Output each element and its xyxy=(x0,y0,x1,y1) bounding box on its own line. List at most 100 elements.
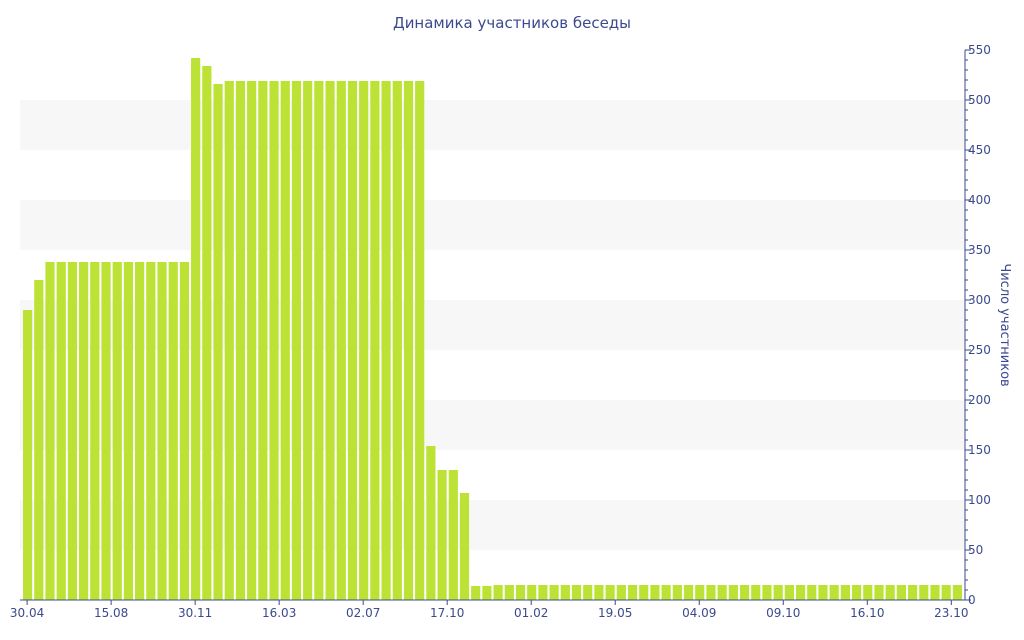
bar xyxy=(706,585,716,600)
x-axis: 30.04 15.08 30.11 16.03 02.07 17.10 01.02 19.05… xyxy=(10,599,968,620)
y-tick-label: 50 xyxy=(968,543,983,557)
y-tick-label: 550 xyxy=(968,43,991,57)
bar xyxy=(919,585,929,600)
y-tick-label: 450 xyxy=(968,143,991,157)
bar xyxy=(493,585,503,600)
chart-title: Динамика участников беседы xyxy=(393,14,631,32)
x-tick-label: 04.09 xyxy=(682,606,716,620)
bar xyxy=(672,585,682,600)
bar xyxy=(594,585,604,600)
bar xyxy=(90,262,100,600)
x-tick-label: 16.03 xyxy=(262,606,296,620)
bar xyxy=(392,81,402,600)
bar xyxy=(482,586,492,600)
bar xyxy=(908,585,918,600)
x-tick-label: 30.11 xyxy=(178,606,212,620)
bar xyxy=(213,84,223,600)
bar xyxy=(650,585,660,600)
bar xyxy=(471,586,481,600)
bar xyxy=(370,81,380,600)
bar xyxy=(79,262,89,600)
bar xyxy=(258,81,268,600)
bar xyxy=(67,262,78,600)
y-tick-label: 200 xyxy=(968,393,991,407)
bar xyxy=(157,262,167,600)
bar xyxy=(168,262,178,600)
bar xyxy=(448,470,458,600)
y-tick-label: 350 xyxy=(968,243,991,257)
x-tick-label: 15.08 xyxy=(94,606,128,620)
bar xyxy=(146,262,156,600)
x-tick-label: 09.10 xyxy=(766,606,800,620)
bar xyxy=(347,81,358,600)
bar xyxy=(303,81,313,600)
bar xyxy=(605,585,615,600)
bar xyxy=(863,585,873,600)
bar xyxy=(504,585,514,600)
bar xyxy=(437,470,447,600)
bar xyxy=(527,585,537,600)
x-tick-label: 30.04 xyxy=(10,606,44,620)
bar xyxy=(560,585,570,600)
x-tick-label: 19.05 xyxy=(598,606,632,620)
bar xyxy=(123,262,134,600)
y-tick-label: 500 xyxy=(968,93,991,107)
bar xyxy=(549,585,559,600)
bar xyxy=(717,585,727,600)
bar xyxy=(571,585,582,600)
bar xyxy=(762,585,772,600)
bar xyxy=(280,81,290,600)
bar xyxy=(515,585,526,600)
bar xyxy=(739,585,750,600)
x-tick-label: 17.10 xyxy=(430,606,464,620)
bar xyxy=(336,81,346,600)
bar xyxy=(728,585,738,600)
grid-bands xyxy=(20,100,965,550)
bar xyxy=(818,585,828,600)
bar xyxy=(583,585,593,600)
bar xyxy=(291,81,302,600)
bar xyxy=(415,81,425,600)
bar xyxy=(325,81,335,600)
y-axis-label: Число участников xyxy=(997,263,1012,386)
bar xyxy=(952,585,962,600)
bar xyxy=(616,585,626,600)
y-axis: 0 50 100 150 200 250 300 350 400 450 500 550 xyxy=(964,43,991,607)
y-tick-label: 150 xyxy=(968,443,991,457)
bar xyxy=(661,585,671,600)
bar xyxy=(627,585,638,600)
bar xyxy=(885,585,895,600)
grid-band xyxy=(20,200,965,250)
bar xyxy=(135,262,145,600)
bar xyxy=(359,81,369,600)
bar xyxy=(235,81,246,600)
bar xyxy=(773,585,783,600)
bar xyxy=(381,81,391,600)
bar xyxy=(639,585,649,600)
bar xyxy=(191,58,201,600)
y-tick-label: 250 xyxy=(968,343,991,357)
bar xyxy=(23,310,33,600)
x-tick-label: 23.10 xyxy=(934,606,968,620)
bar xyxy=(34,280,44,600)
bar xyxy=(403,81,414,600)
bar xyxy=(840,585,850,600)
bar xyxy=(941,585,951,600)
bar xyxy=(784,585,794,600)
bar xyxy=(202,66,212,600)
bar xyxy=(56,262,66,600)
bar xyxy=(851,585,862,600)
grid-band xyxy=(20,100,965,150)
bar xyxy=(751,585,761,600)
bar xyxy=(896,585,906,600)
bar xyxy=(829,585,839,600)
bars xyxy=(23,58,962,600)
x-tick-label: 02.07 xyxy=(346,606,380,620)
bar xyxy=(101,262,111,600)
bar xyxy=(179,262,190,600)
bar xyxy=(807,585,817,600)
bar xyxy=(426,446,436,600)
x-tick-label: 01.02 xyxy=(514,606,548,620)
